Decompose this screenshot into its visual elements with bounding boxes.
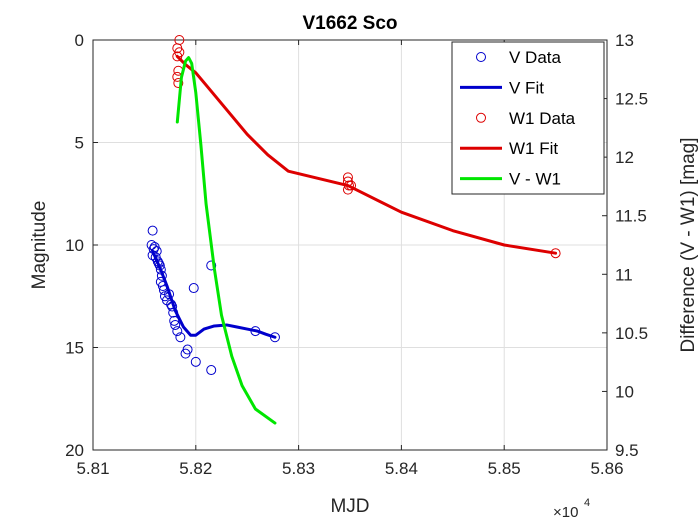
data-point [182,344,193,355]
y-left-tick-label: 15 [65,339,84,358]
x-multiplier-base: ×10 [553,504,578,521]
data-point [173,78,184,89]
series-line-v-w1 [175,56,277,425]
data-point [206,260,217,271]
x-tick-label: 5.83 [282,459,315,478]
y-right-tick-label: 12.5 [615,90,648,109]
chart-title: V1662 Sco [302,13,397,34]
y-right-tick-label: 9.5 [615,441,639,460]
legend-box [451,41,605,195]
x-tick-label: 5.86 [590,459,623,478]
y-left-tick-label: 5 [75,134,84,153]
y-axis-right-label: Difference (V - W1) [mag] [678,137,699,352]
y-left-tick-label: 0 [75,31,84,50]
y-left-tick-label: 20 [65,441,84,460]
data-point [190,356,201,367]
data-point [170,319,181,330]
series-v-fit [151,249,277,339]
x-tick-label: 5.85 [488,459,521,478]
legend-label-v-fit: V Fit [509,78,544,97]
legend-label-w1-fit: W1 Fit [509,139,558,158]
legend-swatch-w1-data [476,112,486,123]
legend-label-w1-data: W1 Data [509,109,576,128]
legend: V Data V Fit W1 Data W1 Fit V - W1 [451,41,605,195]
y-right-tick-label: 10.5 [615,324,648,343]
y-right-tick-label: 13 [615,31,634,50]
series-line-w1-fit [175,54,558,255]
data-point [172,51,183,62]
data-point [206,365,217,376]
series-layer [146,35,561,425]
x-tick-label: 5.82 [179,459,212,478]
x-axis-label: MJD [330,496,369,517]
x-axis-multiplier: ×10 4 [553,497,590,521]
y-axis-left-label: Magnitude [29,201,50,290]
data-point [175,332,186,343]
y-right-tick-label: 11.5 [615,207,647,226]
y-left-tick-label: 10 [65,236,84,255]
series-v-w1 [175,56,277,425]
y-right-tick-label: 10 [615,382,634,401]
data-point [147,225,158,236]
legend-label-v-data: V Data [509,48,562,67]
ticks: 5.81 5.82 5.83 5.84 5.85 5.86 0 5 10 15 20 9.5 10 10.… [65,31,648,478]
y-right-tick-label: 12 [615,148,634,167]
x-tick-label: 5.84 [385,459,418,478]
data-point [172,326,183,337]
series-w1-fit [175,54,558,255]
data-point [188,283,199,294]
legend-swatch-v-data [476,52,486,62]
x-tick-label: 5.81 [76,459,109,478]
y-right-tick-label: 11 [615,265,633,284]
x-multiplier-exponent: 4 [584,497,590,509]
series-line-v-fit [151,249,277,339]
legend-label-v-w1: V - W1 [509,170,561,189]
